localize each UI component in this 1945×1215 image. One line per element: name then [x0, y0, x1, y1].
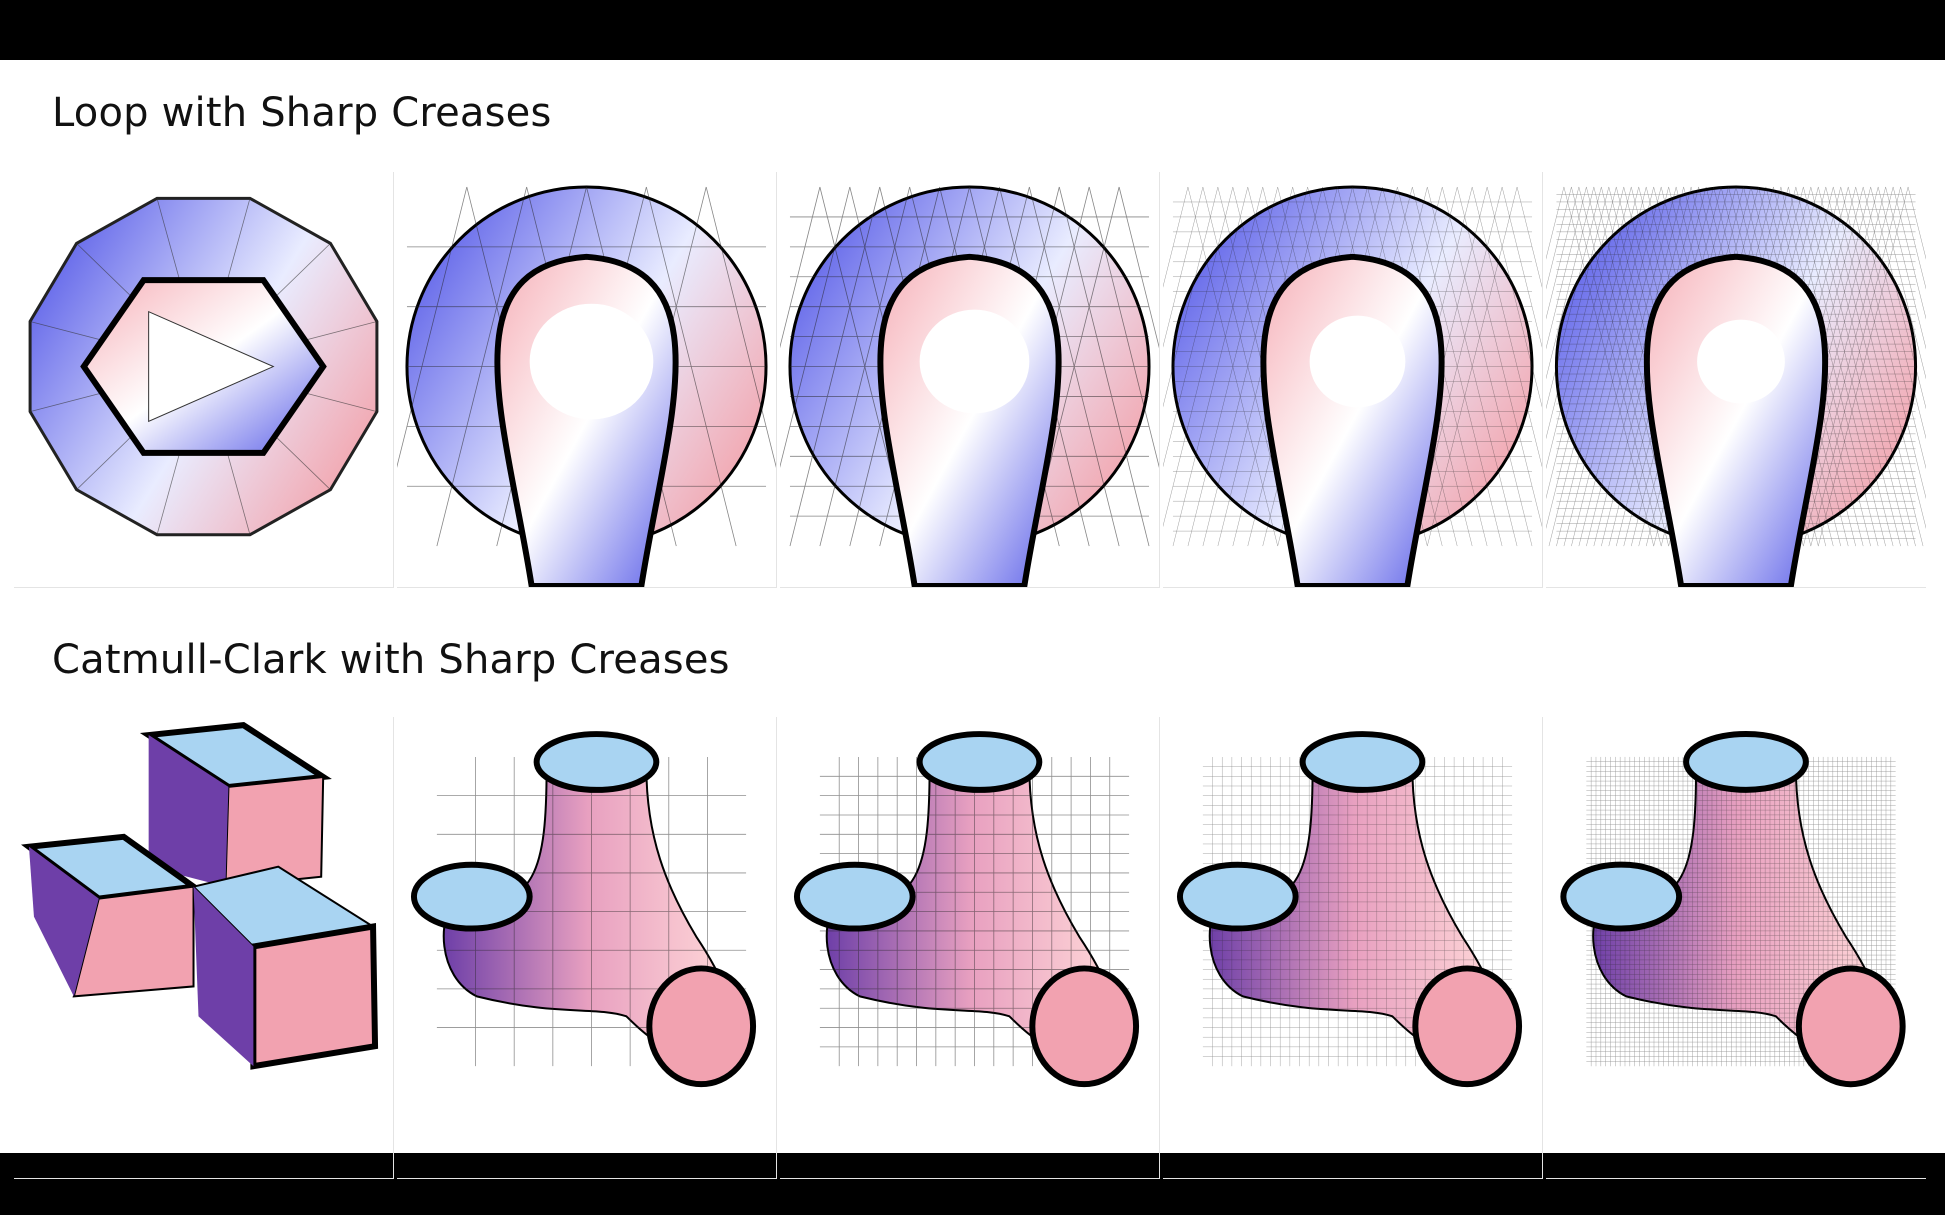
- tripod-shape: [410, 731, 757, 1088]
- catmull-clark-level-3-panel: [1163, 717, 1543, 1179]
- top-cap: [533, 731, 660, 793]
- loop-level-3-panel-graphic: [1163, 185, 1542, 587]
- top-cap: [1683, 730, 1809, 793]
- loop-level-1-panel: [397, 172, 777, 588]
- catmull-clark-section-title: Catmull-Clark with Sharp Creases: [52, 637, 730, 683]
- front-cap: [1412, 965, 1523, 1088]
- catmull-clark-level-1-panel: [397, 717, 777, 1179]
- top-cap: [1299, 731, 1426, 793]
- crease-loop: [1260, 253, 1445, 587]
- catmull-clark-level-2-panel-graphic: [793, 731, 1140, 1088]
- left-cap: [1560, 861, 1683, 932]
- catmull-clark-level-3-panel-graphic: [1176, 731, 1523, 1088]
- loop-level-4-panel: [1546, 172, 1926, 588]
- catmull-clark-level-2-panel: [780, 717, 1160, 1179]
- catmull-clark-subdivision-row: [14, 717, 1930, 1179]
- slide: Loop with Sharp Creases Catmull-Clark wi…: [0, 60, 1945, 1179]
- catmull-clark-level-4-panel-graphic: [1560, 730, 1906, 1088]
- catmull-clark-level-4-panel: [1546, 717, 1926, 1179]
- loop-section-title: Loop with Sharp Creases: [52, 90, 552, 136]
- left-cap: [793, 861, 916, 932]
- inner-triangle: [148, 310, 275, 423]
- top-cap: [916, 731, 1043, 793]
- front-cap: [646, 965, 757, 1088]
- torus-hole: [919, 309, 1030, 414]
- loop-level-2-panel-graphic: [780, 185, 1159, 587]
- loop-level-3-panel: [1163, 172, 1543, 588]
- front-cube-face: [250, 923, 379, 1070]
- catmull-clark-level-0-panel: [14, 717, 394, 1179]
- crease-loop: [1643, 253, 1829, 587]
- left-cap: [1176, 861, 1299, 932]
- torus-hole: [1697, 319, 1785, 404]
- catmull-clark-level-1-panel-graphic: [410, 731, 757, 1088]
- front-cap: [1795, 965, 1906, 1088]
- loop-subdivision-row: [14, 172, 1930, 588]
- tripod-shape: [1560, 730, 1906, 1088]
- torus-hole: [529, 303, 654, 420]
- torus-hole: [1309, 315, 1406, 408]
- tripod-shape: [1176, 731, 1523, 1088]
- loop-level-0-panel: [14, 172, 394, 588]
- loop-level-1-panel-graphic: [397, 185, 776, 587]
- front-cap: [1029, 965, 1140, 1088]
- tripod-shape: [793, 731, 1140, 1088]
- crease-loop: [877, 253, 1062, 587]
- tripod-shape: [21, 722, 379, 1070]
- left-cap: [410, 861, 533, 932]
- loop-level-4-panel-graphic: [1546, 185, 1926, 587]
- catmull-clark-level-0-panel-graphic: [21, 722, 379, 1070]
- loop-level-2-panel: [780, 172, 1160, 588]
- loop-level-0-panel-graphic: [28, 196, 379, 537]
